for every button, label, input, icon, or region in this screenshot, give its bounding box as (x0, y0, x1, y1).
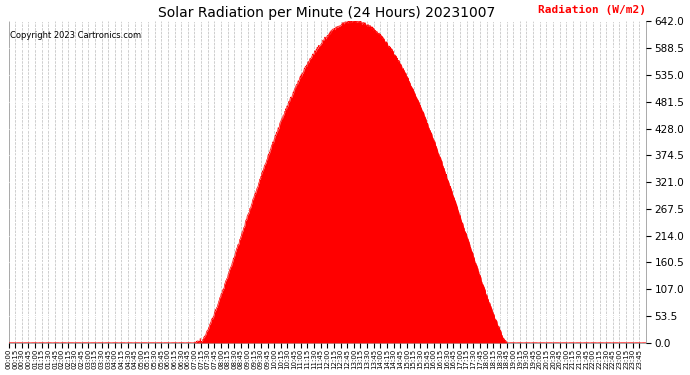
Text: Radiation (W/m2): Radiation (W/m2) (538, 5, 646, 15)
Text: Copyright 2023 Cartronics.com: Copyright 2023 Cartronics.com (10, 31, 141, 40)
Title: Solar Radiation per Minute (24 Hours) 20231007: Solar Radiation per Minute (24 Hours) 20… (159, 6, 495, 20)
